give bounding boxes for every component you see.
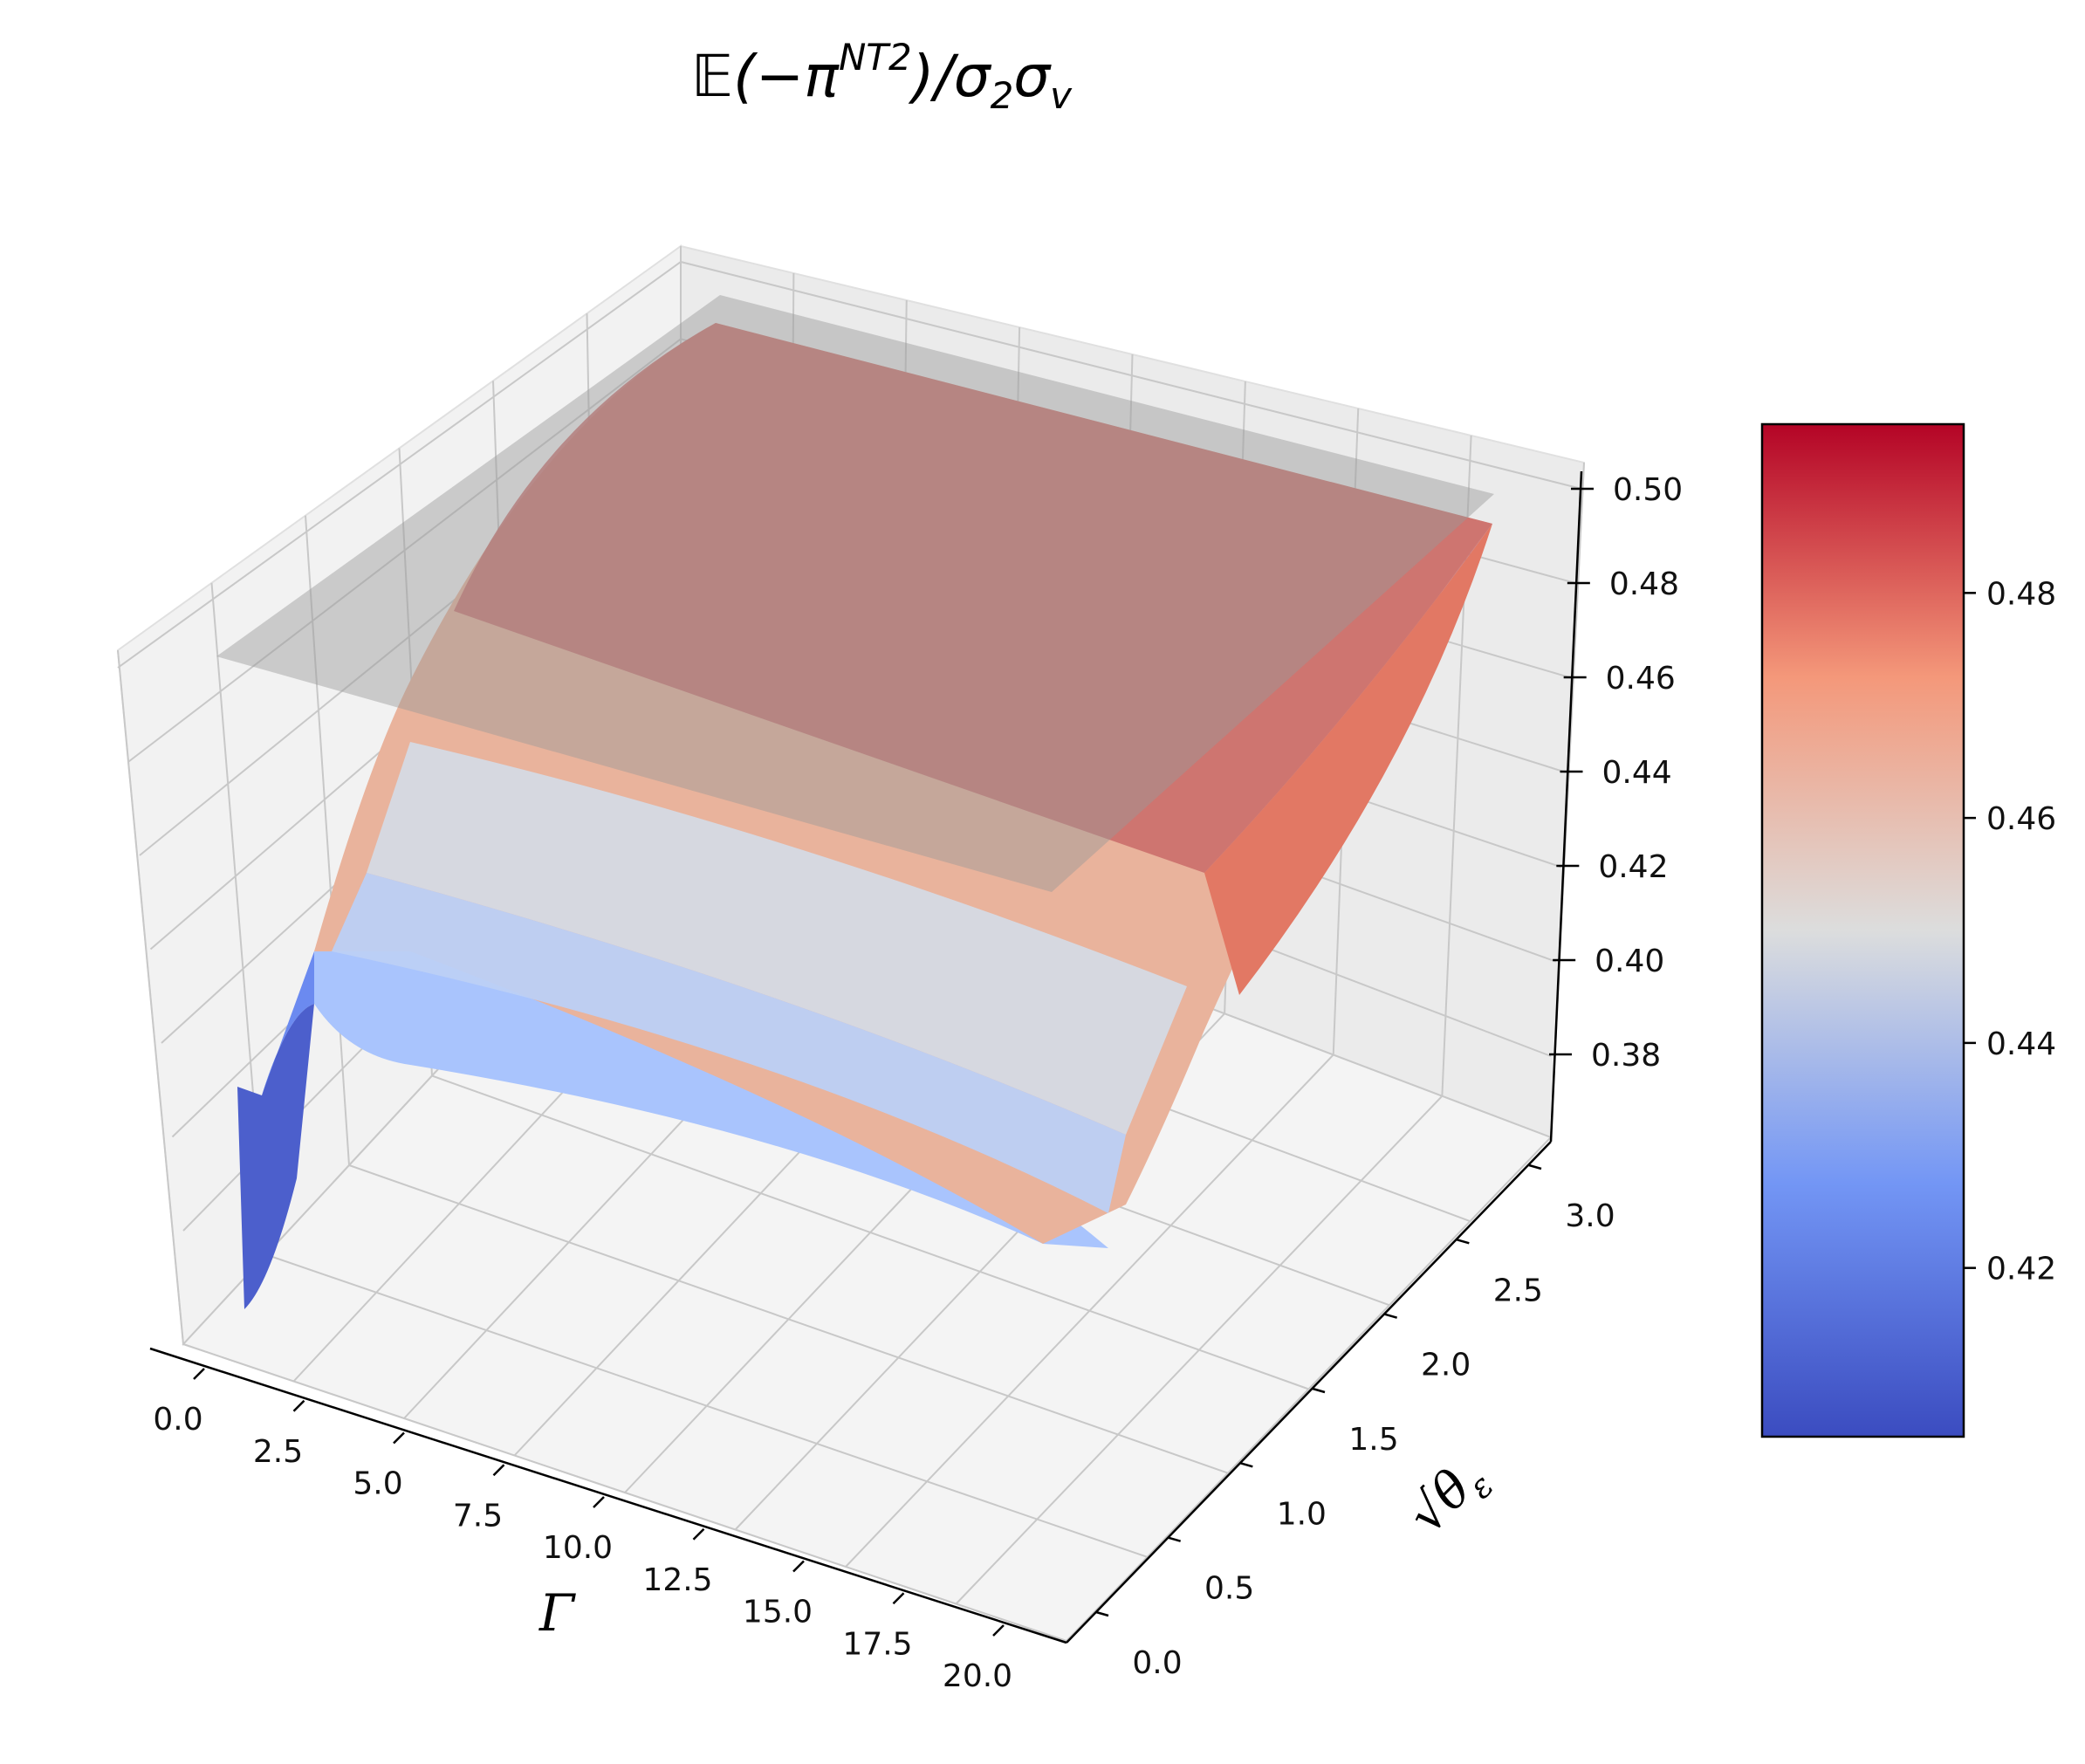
chart-title: 𝔼(−πNT2)/σ2σv (691, 36, 1073, 117)
x-tick-label: 0.0 (153, 1402, 202, 1438)
y-tick-mark (1168, 1536, 1182, 1542)
z-tick-label: 0.40 (1595, 944, 1664, 979)
y-tick-mark (1239, 1462, 1253, 1468)
surface (216, 295, 1494, 1309)
x-tick-mark (292, 1399, 305, 1412)
surface-red-top (454, 323, 1492, 873)
x-tick-mark (992, 1624, 1005, 1637)
y-tick-mark (1095, 1610, 1109, 1617)
y-axis-ticks: 0.0 0.5 1.0 1.5 2.0 2.5 3.0 (1095, 1163, 1615, 1681)
y-tick-mark (1384, 1313, 1398, 1319)
colorbar-bar (1760, 422, 1965, 1438)
x-tick-label: 10.0 (543, 1530, 613, 1566)
z-tick-label: 0.48 (1609, 566, 1679, 602)
x-tick-mark (593, 1496, 605, 1508)
plane-0.50 (216, 295, 1494, 892)
z-tick-label: 0.44 (1602, 755, 1672, 791)
title-sub1: 2 (991, 74, 1014, 117)
colorbar-tick-label: 0.44 (1986, 1026, 2056, 1062)
z-axis-ticks: 0.38 0.40 0.42 0.44 0.46 0.48 0.50 (1549, 472, 1683, 1074)
colorbar-tick-label: 0.46 (1986, 801, 2056, 837)
title-mid: σ (1013, 43, 1052, 110)
y-tick-label: 3.0 (1565, 1198, 1615, 1234)
surface-left-dip (237, 1004, 314, 1309)
surface-blue-mid (332, 873, 1126, 1213)
x-tick-label: 7.5 (453, 1498, 503, 1534)
title-main: 𝔼(−π (691, 43, 840, 110)
x-axis-line (149, 1347, 1067, 1644)
x-tick-label: 12.5 (642, 1562, 712, 1598)
x-axis-label: Γ (538, 1583, 576, 1643)
x-tick-mark (892, 1592, 905, 1605)
colorbar-ticks: 0.42 0.44 0.46 0.48 (1964, 576, 2056, 1287)
gridline-y (398, 448, 1309, 1390)
y-tick-mark (1456, 1239, 1470, 1245)
y-tick-mark (1312, 1387, 1326, 1394)
x-tick-label: 5.0 (353, 1466, 402, 1502)
title-tail: )/σ (908, 43, 992, 110)
z-tick-label: 0.42 (1598, 849, 1668, 885)
y-tick-mark (1528, 1163, 1542, 1170)
colorbar-tick-label: 0.48 (1986, 576, 2056, 612)
x-tick-label: 20.0 (943, 1658, 1012, 1694)
x-tick-mark (193, 1368, 205, 1380)
x-axis-ticks: 0.0 2.5 5.0 7.5 10.0 12.5 15.0 17.5 20.0 (153, 1368, 1012, 1694)
colorbar-tick-label: 0.42 (1986, 1252, 2056, 1287)
surface-blue-band (314, 947, 1108, 1248)
y-tick-label: 0.5 (1204, 1571, 1254, 1607)
surface-right-red (1204, 524, 1492, 995)
z-tick-label: 0.50 (1613, 472, 1683, 508)
z-tick-label: 0.46 (1606, 661, 1676, 697)
x-tick-mark (492, 1464, 505, 1477)
y-tick-label: 1.5 (1348, 1422, 1398, 1458)
y-tick-label: 1.0 (1277, 1496, 1327, 1532)
y-tick-label: 2.5 (1493, 1273, 1543, 1308)
y-tick-label: 0.0 (1132, 1645, 1182, 1681)
y-axis-label: √θε (1396, 1446, 1501, 1551)
colorbar: 0.42 0.44 0.46 0.48 (1760, 422, 2056, 1438)
x-tick-label: 2.5 (253, 1434, 303, 1470)
surface-lower-band (367, 742, 1187, 1135)
z-tick-label: 0.38 (1591, 1038, 1661, 1074)
title-sub2: v (1050, 74, 1073, 117)
y-tick-label: 2.0 (1421, 1348, 1471, 1383)
x-tick-mark (792, 1560, 805, 1573)
gridline-y (305, 515, 1229, 1474)
y-axis-line (1066, 1141, 1552, 1644)
x-tick-label: 15.0 (743, 1595, 813, 1630)
x-tick-label: 17.5 (842, 1626, 912, 1662)
x-tick-mark (393, 1431, 405, 1445)
gridline-z (117, 260, 1582, 669)
title-sup: NT2 (839, 36, 912, 79)
x-tick-mark (692, 1527, 705, 1541)
gridline-y (117, 649, 1067, 1642)
